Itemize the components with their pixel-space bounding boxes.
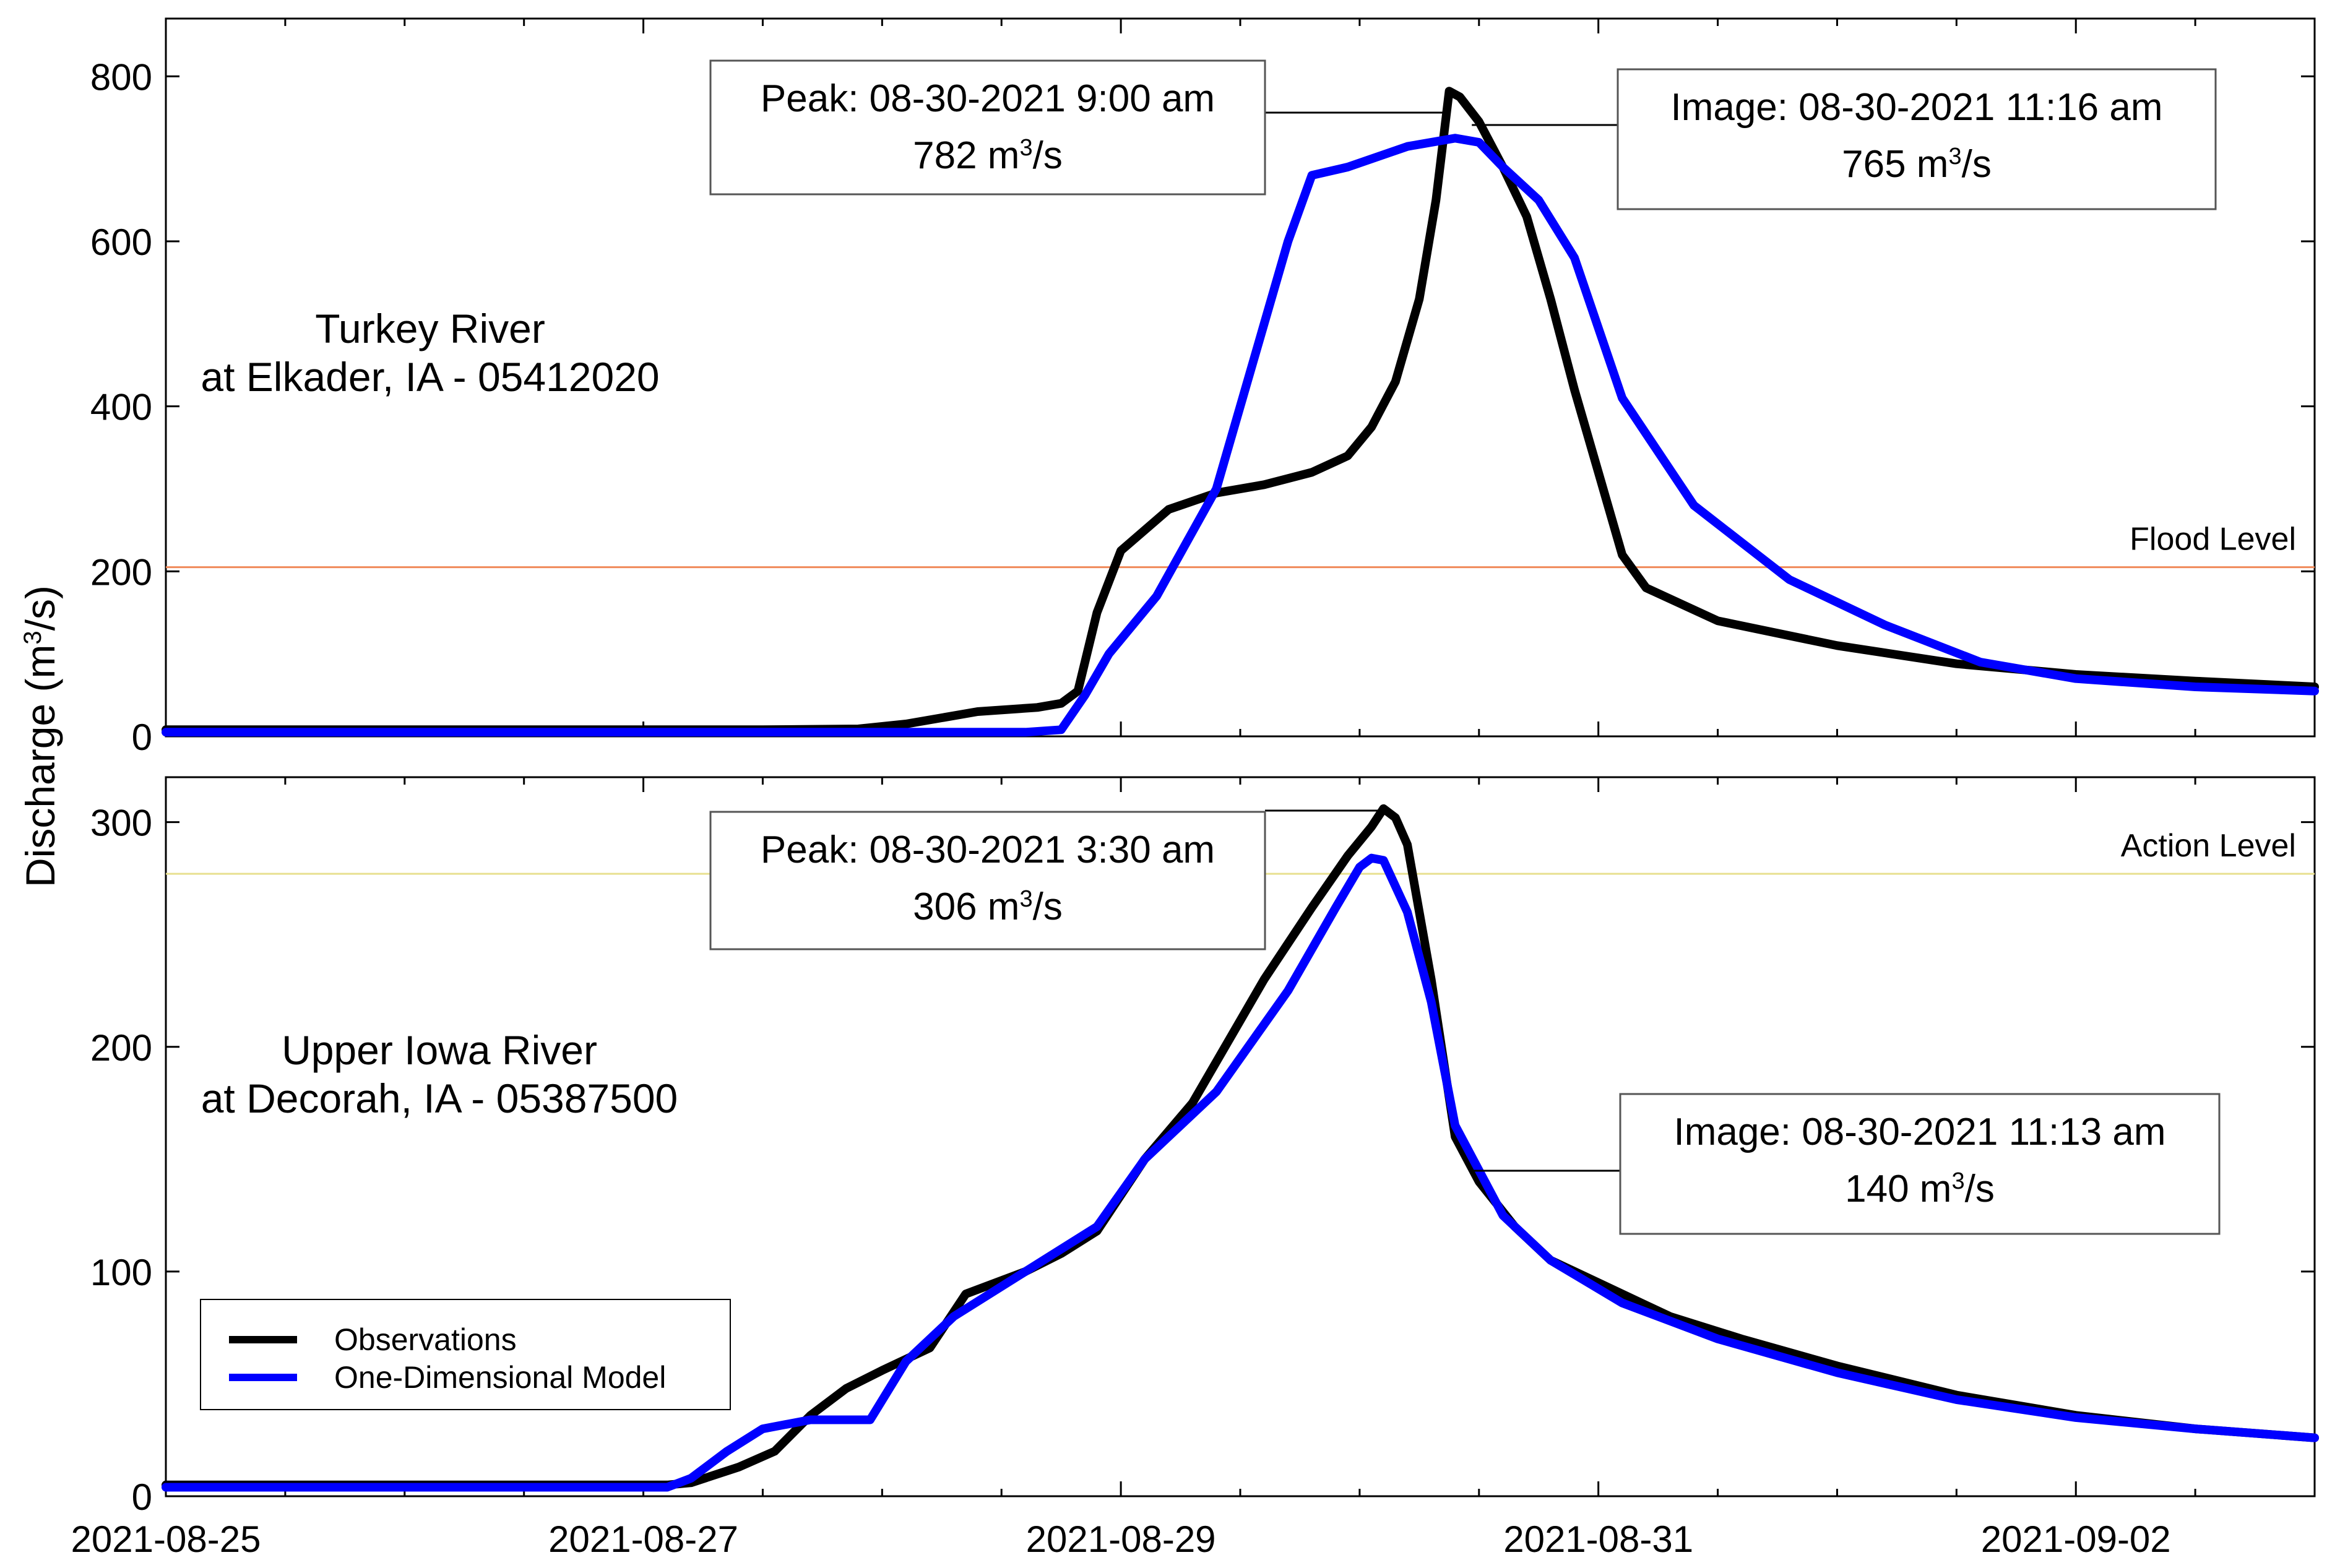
legend-box [200, 1299, 731, 1410]
threshold-level-label: Action Level [2121, 828, 2296, 864]
legend: Observations One-Dimensional Model [200, 1299, 731, 1410]
station-title-line1: Turkey River [315, 306, 545, 351]
x-axis-ticks: 2021-08-25 2021-08-27 2021-08-29 2021-08-31… [71, 1518, 2171, 1560]
image-annotation-box [1617, 68, 2217, 210]
image-annotation-label: Image: 08-30-2021 11:13 am [1673, 1111, 2165, 1153]
image-annotation-label: Image: 08-30-2021 11:16 am [1670, 86, 2162, 129]
y-tick-label: 100 [90, 1252, 152, 1293]
legend-label-model: One-Dimensional Model [334, 1360, 666, 1395]
x-tick-label: 2021-09-02 [1981, 1518, 2171, 1560]
x-tick-label: 2021-08-31 [1503, 1518, 1693, 1560]
y-axis-label: Discharge (m3/s) [17, 585, 63, 887]
upper-iowa-river-panel: 0 100 200 300 Action Level Upper Iowa Riverat… [90, 776, 2319, 1518]
peak-annotation-box [709, 811, 1266, 950]
observations-series-line [162, 87, 2319, 734]
model-series-line [162, 853, 2319, 1492]
station-title-line2: at Elkader, IA - 05412020 [201, 354, 659, 400]
y-tick-label: 200 [90, 551, 152, 593]
x-tick-label: 2021-08-29 [1026, 1518, 1216, 1560]
y-tick-label: 0 [132, 1476, 152, 1518]
peak-leader-line [1265, 91, 1451, 114]
y-tick-label: 0 [132, 717, 152, 758]
peak-annotation-label: Peak: 08-30-2021 9:00 am [761, 77, 1215, 120]
y-tick-label: 800 [90, 56, 152, 98]
x-tick-label: 2021-08-27 [548, 1518, 738, 1560]
y-tick-label: 600 [90, 222, 152, 263]
threshold-level-label: Flood Level [2130, 522, 2296, 558]
y-tick-label: 200 [90, 1027, 152, 1069]
y-tick-label: 300 [90, 803, 152, 844]
image-annotation-value: 765 m3/s [1842, 143, 1992, 186]
station-title-line1: Upper Iowa River [282, 1027, 597, 1073]
image-annotation-value: 140 m3/s [1845, 1168, 1995, 1210]
y-tick-label: 400 [90, 387, 152, 428]
image-annotation-box [1619, 1093, 2221, 1235]
legend-label-observations: Observations [334, 1322, 517, 1357]
station-title-line2: at Decorah, IA - 05387500 [201, 1075, 678, 1121]
peak-annotation-value: 782 m3/s [913, 134, 1063, 177]
x-tick-label: 2021-08-25 [71, 1518, 261, 1560]
peak-leader-line [1265, 808, 1384, 812]
peak-annotation-box [709, 59, 1266, 196]
model-series-line [162, 134, 2319, 737]
peak-annotation-value: 306 m3/s [913, 885, 1063, 928]
peak-annotation-label: Peak: 08-30-2021 3:30 am [761, 829, 1215, 871]
